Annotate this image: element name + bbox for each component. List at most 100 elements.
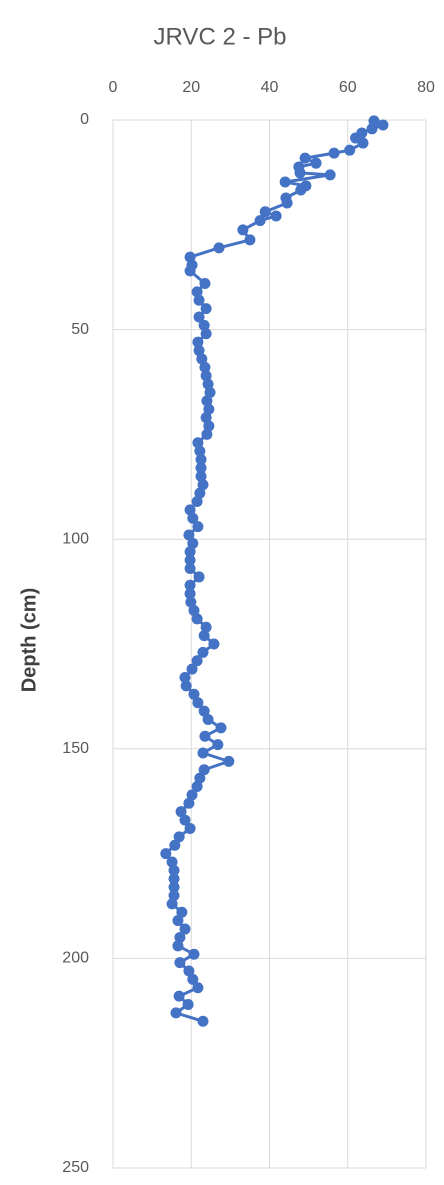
y-tick-label: 150 [62,740,89,757]
data-point [377,119,389,131]
data-point [215,722,227,734]
data-point [168,873,180,885]
data-point [175,806,187,818]
data-point [212,739,224,751]
data-point [191,286,203,298]
data-point [174,957,186,969]
data-point [199,730,211,742]
data-point [191,781,203,793]
y-axis-label: Depth (cm) [18,588,40,692]
x-tick-label: 40 [261,79,279,96]
data-point [172,940,184,952]
data-point [237,224,249,236]
data-point [168,864,180,876]
data-point [192,437,204,449]
data-point [183,529,195,541]
data-point [192,336,204,348]
data-point [366,123,378,135]
y-tick-label: 200 [62,950,89,967]
data-point [203,403,215,415]
data-point [198,319,210,331]
data-point [202,713,214,725]
data-point [172,915,184,927]
data-point [328,147,340,159]
data-point [195,462,207,474]
data-point [173,831,185,843]
data-point [179,814,191,826]
data-point [191,655,203,667]
data-point [194,772,206,784]
chart-title: JRVC 2 - Pb [154,23,287,50]
data-point [223,755,235,767]
data-point [200,621,212,633]
data-point [197,747,209,759]
y-tick-label: 50 [71,321,89,338]
data-point [179,672,191,684]
data-point [186,663,198,675]
data-point [201,395,213,407]
data-point [208,638,220,650]
data-point [185,596,197,608]
data-point [195,454,207,466]
data-point [180,680,192,692]
data-point [184,554,196,566]
data-point [187,537,199,549]
x-tick-label: 60 [339,79,357,96]
data-point [184,588,196,600]
data-point [160,848,172,860]
data-point [199,277,211,289]
data-point [295,184,307,196]
data-point [344,144,356,156]
data-point [173,990,185,1002]
data-point [184,563,196,575]
data-point [192,982,204,994]
data-point [203,420,215,432]
data-point [294,167,306,179]
data-point [197,646,209,658]
data-point [191,613,203,625]
x-tick-label: 0 [109,79,118,96]
data-point [270,210,282,222]
data-point [193,345,205,357]
data-point [198,630,210,642]
data-point [196,353,208,365]
data-point [184,265,196,277]
data-point [184,579,196,591]
data-point [188,604,200,616]
data-point [299,152,311,164]
data-point [279,176,291,188]
data-point [281,197,293,209]
data-point [204,386,216,398]
data-point [174,931,186,943]
data-point [199,361,211,373]
data-point [192,521,204,533]
data-point [169,839,181,851]
x-tick-label: 20 [182,79,200,96]
data-point [184,822,196,834]
data-point [182,999,194,1011]
y-tick-label: 100 [62,530,89,547]
data-point [168,881,180,893]
data-point [187,512,199,524]
data-point [184,504,196,516]
data-point [179,923,191,935]
data-point [213,242,225,254]
y-tick-label: 250 [62,1159,89,1176]
data-point [244,234,256,246]
data-point [186,789,198,801]
data-point [200,303,212,315]
data-point [193,311,205,323]
data-point [201,428,213,440]
data-point [168,890,180,902]
data-point [200,412,212,424]
data-point [200,328,212,340]
data-point [176,906,188,918]
data-point [188,948,200,960]
data-point [183,797,195,809]
y-tick-label: 0 [80,111,89,128]
data-point [259,206,271,218]
data-point [194,445,206,457]
data-point [202,378,214,390]
data-point [191,495,203,507]
